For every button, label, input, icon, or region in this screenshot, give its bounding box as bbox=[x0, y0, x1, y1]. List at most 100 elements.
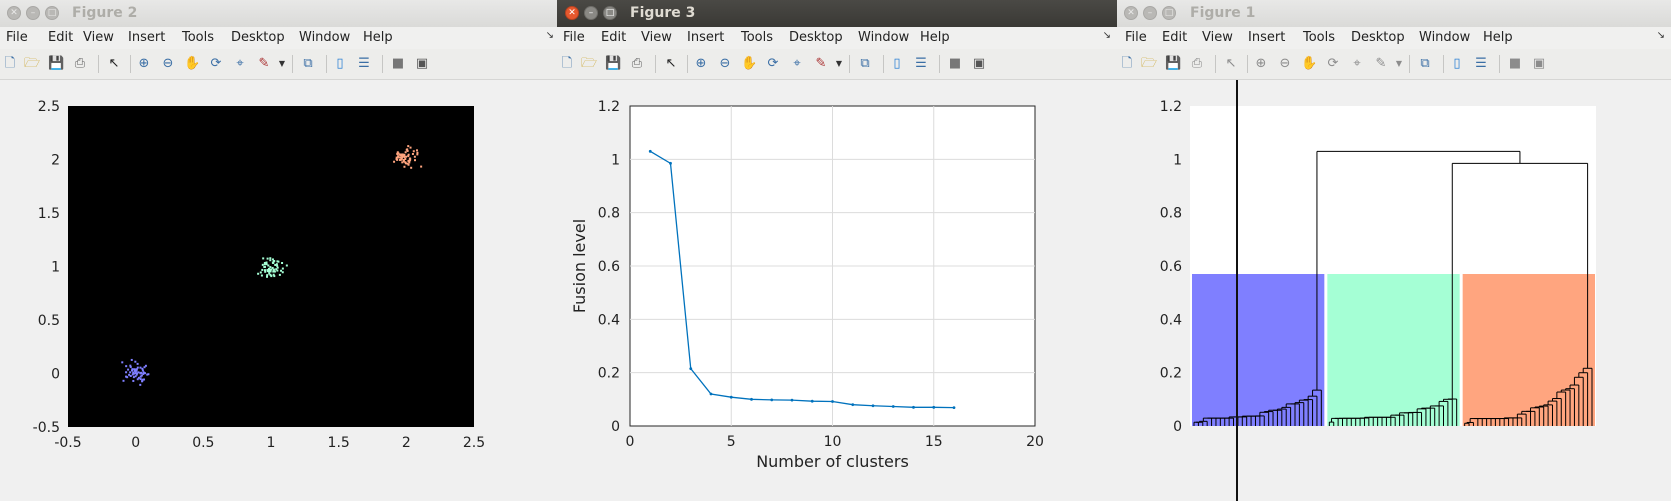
menu-edit[interactable]: Edit bbox=[1162, 30, 1188, 45]
menu-file[interactable]: File bbox=[6, 30, 28, 45]
pointer-icon[interactable]: ↖ bbox=[665, 56, 677, 71]
menu-help[interactable]: Help bbox=[920, 30, 950, 45]
menu-edit[interactable]: Edit bbox=[601, 30, 627, 45]
link-plot-icon[interactable]: ⧉ bbox=[1420, 56, 1430, 71]
menu-view[interactable]: View bbox=[641, 30, 672, 45]
minimize-window-button[interactable]: – bbox=[26, 6, 40, 20]
scatter-point bbox=[404, 161, 407, 164]
menu-dock-arrow-icon[interactable]: ↘ bbox=[1656, 30, 1665, 41]
menu-desktop[interactable]: Desktop bbox=[231, 30, 285, 45]
print-icon[interactable]: ⎙ bbox=[1191, 56, 1203, 71]
link-plot-icon[interactable]: ⧉ bbox=[303, 56, 313, 71]
menu-tools[interactable]: Tools bbox=[741, 30, 774, 45]
menu-tools[interactable]: Tools bbox=[1303, 30, 1336, 45]
minimize-window-button[interactable]: – bbox=[584, 6, 598, 20]
new-figure-icon[interactable]: 🗋 bbox=[561, 56, 573, 71]
menu-desktop[interactable]: Desktop bbox=[789, 30, 843, 45]
legend-icon[interactable]: ☰ bbox=[1475, 56, 1487, 71]
scatter-point bbox=[144, 364, 147, 367]
menu-help[interactable]: Help bbox=[1483, 30, 1513, 45]
show-plot-tools-icon[interactable]: ▣ bbox=[415, 56, 429, 71]
scatter-point bbox=[407, 159, 410, 162]
brush-dropdown-icon[interactable]: ▼ bbox=[1395, 59, 1403, 68]
data-cursor-icon[interactable]: ⌖ bbox=[236, 56, 244, 71]
save-icon[interactable]: 💾 bbox=[48, 56, 65, 71]
menu-insert[interactable]: Insert bbox=[128, 30, 166, 45]
x-axis-label: Number of clusters bbox=[756, 452, 909, 471]
menu-window[interactable]: Window bbox=[1419, 30, 1471, 45]
hide-plot-tools-icon[interactable]: ■ bbox=[948, 56, 962, 71]
pan-icon[interactable]: ✋ bbox=[741, 56, 758, 71]
colorbar-icon[interactable]: ▯ bbox=[893, 56, 901, 71]
menu-window[interactable]: Window bbox=[299, 30, 351, 45]
pan-icon[interactable]: ✋ bbox=[184, 56, 201, 71]
zoom-out-icon[interactable]: ⊖ bbox=[1279, 56, 1291, 71]
maximize-window-button[interactable]: □ bbox=[45, 6, 59, 20]
menu-tools[interactable]: Tools bbox=[182, 30, 215, 45]
menu-desktop[interactable]: Desktop bbox=[1351, 30, 1405, 45]
brush-icon[interactable]: ✎ bbox=[258, 56, 270, 71]
menu-insert[interactable]: Insert bbox=[1248, 30, 1286, 45]
scatter-point bbox=[266, 270, 269, 273]
brush-icon[interactable]: ✎ bbox=[815, 56, 827, 71]
zoom-in-icon[interactable]: ⊕ bbox=[1255, 56, 1267, 71]
colorbar-icon[interactable]: ▯ bbox=[1453, 56, 1461, 71]
scatter-point bbox=[410, 166, 413, 169]
save-icon[interactable]: 💾 bbox=[605, 56, 622, 71]
maximize-window-button[interactable]: □ bbox=[603, 6, 617, 20]
scatter-point bbox=[142, 372, 145, 375]
menu-dock-arrow-icon[interactable]: ↘ bbox=[545, 30, 554, 41]
show-plot-tools-icon[interactable]: ▣ bbox=[1532, 56, 1546, 71]
menu-file[interactable]: File bbox=[563, 30, 585, 45]
menu-file[interactable]: File bbox=[1125, 30, 1147, 45]
save-icon[interactable]: 💾 bbox=[1165, 56, 1182, 71]
new-figure-icon[interactable]: 🗋 bbox=[1121, 56, 1133, 71]
colorbar-icon[interactable]: ▯ bbox=[336, 56, 344, 71]
zoom-out-icon[interactable]: ⊖ bbox=[719, 56, 731, 71]
print-icon[interactable]: ⎙ bbox=[74, 56, 86, 71]
data-cursor-icon[interactable]: ⌖ bbox=[793, 56, 801, 71]
open-file-icon[interactable]: 🗁 bbox=[24, 56, 41, 71]
show-plot-tools-icon[interactable]: ▣ bbox=[972, 56, 986, 71]
zoom-in-icon[interactable]: ⊕ bbox=[138, 56, 150, 71]
brush-dropdown-icon[interactable]: ▼ bbox=[278, 59, 286, 68]
open-file-icon[interactable]: 🗁 bbox=[581, 56, 598, 71]
open-file-icon[interactable]: 🗁 bbox=[1141, 56, 1158, 71]
link-plot-icon[interactable]: ⧉ bbox=[860, 56, 870, 71]
menu-help[interactable]: Help bbox=[363, 30, 393, 45]
vertical-cursor-line[interactable] bbox=[1236, 80, 1238, 501]
menu-dock-arrow-icon[interactable]: ↘ bbox=[1102, 30, 1111, 41]
menu-edit[interactable]: Edit bbox=[48, 30, 74, 45]
new-figure-icon[interactable]: 🗋 bbox=[4, 56, 16, 71]
y-tick-label: 0 bbox=[51, 367, 60, 383]
y-tick-label: 0.8 bbox=[598, 206, 620, 222]
close-window-button[interactable]: ✕ bbox=[1124, 6, 1138, 20]
maximize-window-button[interactable]: □ bbox=[1162, 6, 1176, 20]
menu-view[interactable]: View bbox=[83, 30, 114, 45]
minimize-window-button[interactable]: – bbox=[1143, 6, 1157, 20]
legend-icon[interactable]: ☰ bbox=[358, 56, 370, 71]
toolbar-separator bbox=[883, 55, 884, 73]
zoom-out-icon[interactable]: ⊖ bbox=[162, 56, 174, 71]
legend-icon[interactable]: ☰ bbox=[915, 56, 927, 71]
brush-dropdown-icon[interactable]: ▼ bbox=[835, 59, 843, 68]
rotate-3d-icon[interactable]: ⟳ bbox=[767, 56, 779, 71]
scatter-point bbox=[266, 274, 269, 277]
menu-insert[interactable]: Insert bbox=[687, 30, 725, 45]
hide-plot-tools-icon[interactable]: ■ bbox=[1508, 56, 1522, 71]
rotate-3d-icon[interactable]: ⟳ bbox=[210, 56, 222, 71]
menu-window[interactable]: Window bbox=[858, 30, 910, 45]
data-cursor-icon[interactable]: ⌖ bbox=[1353, 56, 1361, 71]
brush-icon[interactable]: ✎ bbox=[1375, 56, 1387, 71]
print-icon[interactable]: ⎙ bbox=[631, 56, 643, 71]
hide-plot-tools-icon[interactable]: ■ bbox=[391, 56, 405, 71]
pan-icon[interactable]: ✋ bbox=[1301, 56, 1318, 71]
zoom-in-icon[interactable]: ⊕ bbox=[695, 56, 707, 71]
close-window-button[interactable]: ✕ bbox=[565, 6, 579, 20]
pointer-icon[interactable]: ↖ bbox=[1225, 56, 1237, 71]
menu-view[interactable]: View bbox=[1202, 30, 1233, 45]
pointer-icon[interactable]: ↖ bbox=[108, 56, 120, 71]
close-window-button[interactable]: ✕ bbox=[7, 6, 21, 20]
rotate-3d-icon[interactable]: ⟳ bbox=[1327, 56, 1339, 71]
y-tick-label: -0.5 bbox=[33, 420, 60, 436]
